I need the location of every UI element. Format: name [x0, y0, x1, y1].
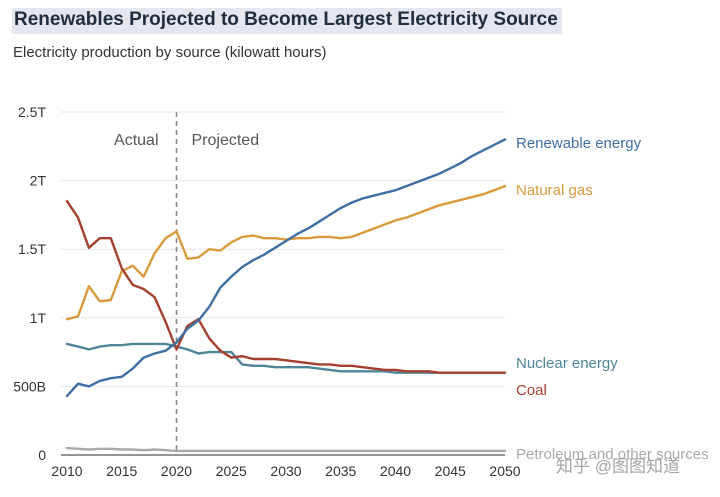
series-label: Petroleum and other sources [516, 446, 709, 463]
projected-label: Projected [192, 132, 260, 149]
x-tick-label: 2040 [380, 463, 411, 479]
y-tick-label: 1.5T [18, 241, 46, 257]
series-label: Renewable energy [516, 135, 642, 152]
x-tick-label: 2050 [489, 463, 520, 479]
chart-title: Renewables Projected to Become Largest E… [12, 8, 562, 34]
y-tick-label: 500B [13, 378, 46, 394]
series-line-petroleum-and-other-sources [65, 446, 507, 453]
y-tick-label: 1T [30, 310, 47, 326]
y-tick-label: 0 [38, 447, 46, 463]
x-tick-label: 2015 [106, 463, 137, 479]
x-tick-label: 2020 [161, 463, 192, 479]
chart-subtitle: Electricity production by source (kilowa… [13, 44, 327, 61]
watermark: 知乎 @图图知道 [556, 457, 680, 476]
series-label: Coal [516, 382, 547, 399]
x-tick-label: 2025 [216, 463, 247, 479]
x-tick-label: 2010 [51, 463, 82, 479]
series-label: Natural gas [516, 182, 593, 199]
series-label: Nuclear energy [516, 355, 618, 372]
x-tick-label: 2045 [435, 463, 466, 479]
series-line-coal [65, 199, 507, 374]
series-line-renewable-energy [65, 138, 507, 398]
x-tick-label: 2030 [270, 463, 301, 479]
series-line-natural-gas [65, 184, 507, 321]
y-tick-label: 2.5T [18, 104, 46, 120]
x-tick-label: 2035 [325, 463, 356, 479]
actual-label: Actual [114, 132, 158, 149]
y-tick-label: 2T [30, 173, 47, 189]
